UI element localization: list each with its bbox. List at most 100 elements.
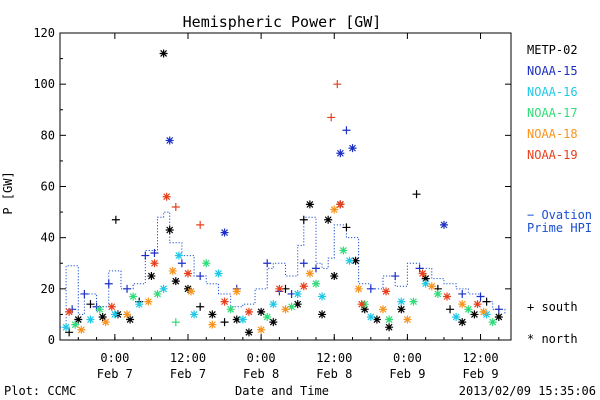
north-marker (452, 312, 461, 321)
south-marker (171, 318, 180, 327)
south-marker (494, 305, 503, 314)
x-tick-label-time: 0:00 (100, 351, 129, 365)
legend-north: * north (527, 332, 578, 346)
north-marker (220, 228, 229, 237)
north-marker (318, 292, 327, 301)
north-marker (421, 274, 430, 283)
north-marker (488, 318, 497, 327)
south-marker (327, 113, 336, 122)
north-marker (458, 300, 467, 309)
north-marker (214, 269, 223, 278)
y-tick-label: 40 (41, 231, 55, 245)
south-marker (299, 259, 308, 268)
y-tick-label: 20 (41, 282, 55, 296)
x-tick-label-date: Feb 7 (97, 367, 133, 381)
north-marker (183, 269, 192, 278)
north-marker (144, 297, 153, 306)
north-marker (318, 310, 327, 319)
south-marker (311, 264, 320, 273)
south-marker (446, 305, 455, 314)
north-marker (208, 320, 217, 329)
north-marker (98, 312, 107, 321)
north-marker (299, 282, 308, 291)
x-tick-label-time: 0:00 (393, 351, 422, 365)
north-marker (293, 300, 302, 309)
south-marker (458, 289, 467, 298)
plot-timestamp: 2013/02/09 15:35:06 (459, 384, 596, 398)
south-marker (177, 259, 186, 268)
north-marker (202, 259, 211, 268)
south-marker (141, 251, 150, 260)
x-tick-label-date: Feb 9 (462, 367, 498, 381)
south-marker (342, 223, 351, 232)
north-marker (339, 246, 348, 255)
north-marker (351, 256, 360, 265)
south-marker (80, 289, 89, 298)
north-marker (354, 284, 363, 293)
south-marker (299, 215, 308, 224)
south-marker (196, 220, 205, 229)
north-marker (159, 49, 168, 58)
north-marker (123, 310, 132, 319)
north-marker (71, 320, 80, 329)
north-marker (165, 225, 174, 234)
north-marker (470, 310, 479, 319)
south-marker (263, 259, 272, 268)
south-marker (482, 297, 491, 306)
x-tick-label-date: Feb 9 (389, 367, 425, 381)
north-marker (159, 284, 168, 293)
north-marker (107, 302, 116, 311)
north-marker (479, 307, 488, 316)
south-marker (412, 190, 421, 199)
north-marker (336, 200, 345, 209)
north-marker (458, 318, 467, 327)
north-marker (244, 307, 253, 316)
north-marker (190, 310, 199, 319)
north-marker (305, 200, 314, 209)
north-marker (153, 289, 162, 298)
plot-frame (59, 32, 512, 341)
north-marker (232, 315, 241, 324)
y-axis: 0 20 40 60 80 100 120 (33, 26, 511, 347)
north-marker (345, 256, 354, 265)
north-marker (360, 305, 369, 314)
north-marker (324, 215, 333, 224)
north-marker (439, 220, 448, 229)
x-tick-label-time: 12:00 (316, 351, 352, 365)
north-marker (464, 305, 473, 314)
north-marker (330, 205, 339, 214)
north-marker (226, 305, 235, 314)
north-marker (95, 305, 104, 314)
north-marker (433, 289, 442, 298)
north-marker (403, 315, 412, 324)
south-marker (476, 292, 485, 301)
legend-south: + south (527, 300, 578, 314)
north-marker (110, 310, 119, 319)
north-marker (421, 279, 430, 288)
north-marker (74, 315, 83, 324)
y-tick-label: 60 (41, 180, 55, 194)
ovation-model-line (60, 211, 506, 328)
north-marker (336, 149, 345, 158)
north-marker (65, 307, 74, 316)
north-marker (150, 259, 159, 268)
legend-entry-noaa-19: NOAA-19 (527, 148, 578, 162)
x-axis-label: Date and Time (235, 384, 329, 398)
north-marker (174, 251, 183, 260)
north-marker (397, 297, 406, 306)
north-marker (171, 277, 180, 286)
north-marker (257, 325, 266, 334)
north-marker (357, 300, 366, 309)
legend-entry-noaa-17: NOAA-17 (527, 106, 578, 120)
north-marker (473, 300, 482, 309)
north-marker (330, 272, 339, 281)
north-marker (165, 136, 174, 145)
north-marker (348, 144, 357, 153)
plot-credit: Plot: CCMC (4, 384, 76, 398)
south-marker (111, 215, 120, 224)
north-marker (208, 310, 217, 319)
north-marker (162, 192, 171, 201)
chart-title: Hemispheric Power [GW] (183, 13, 382, 31)
north-marker (187, 287, 196, 296)
